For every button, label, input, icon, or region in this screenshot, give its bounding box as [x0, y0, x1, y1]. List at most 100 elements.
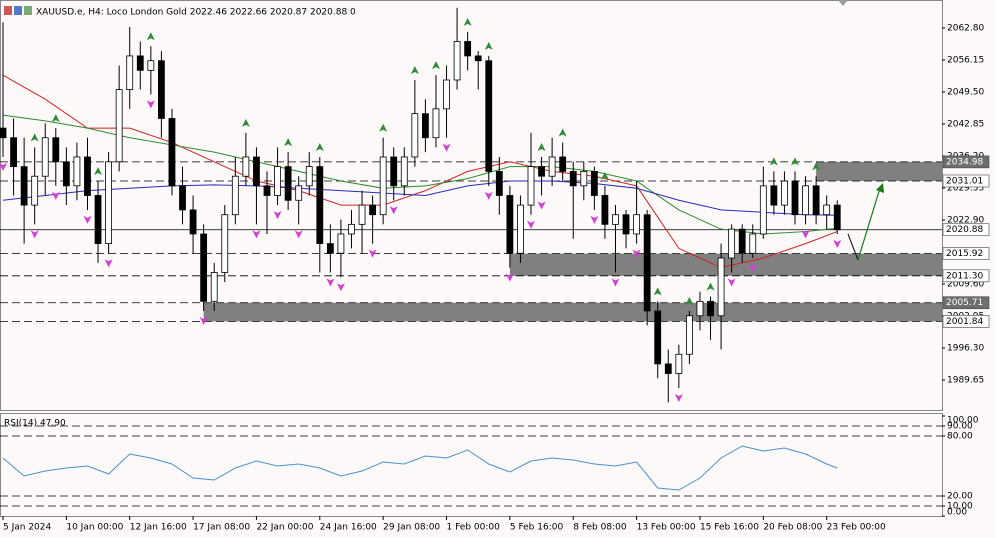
candle-body: [717, 257, 725, 317]
forecast-line: [847, 233, 859, 261]
candle-body: [326, 243, 334, 254]
candle-body: [411, 113, 419, 158]
candle-body: [231, 175, 239, 216]
rsi-panel: [0, 413, 943, 517]
candle-body: [453, 41, 461, 81]
rsi-tick-label: 20.00: [947, 492, 973, 502]
candle-body: [20, 166, 28, 206]
candle-body: [316, 166, 324, 244]
candle-body: [348, 223, 355, 235]
candle-body: [548, 156, 556, 177]
icon: [24, 6, 32, 15]
level-label-box: [942, 315, 990, 328]
candle-body: [707, 300, 714, 317]
fractal-up: [30, 133, 39, 142]
candle-body: [781, 180, 788, 206]
candle-body: [833, 204, 841, 231]
moving-average: [2, 180, 838, 216]
candle-body: [432, 108, 440, 139]
candle-body: [41, 137, 49, 177]
fractal-up: [769, 157, 778, 166]
level-label-box: [942, 155, 990, 169]
fractal-up: [241, 118, 250, 127]
candle-body: [506, 195, 514, 254]
fractal-down: [632, 249, 641, 258]
y-tick-label: 2049.50: [947, 88, 984, 98]
moving-average: [2, 74, 838, 269]
candle-body: [664, 363, 672, 374]
fractal-up: [791, 157, 799, 166]
candle-body: [485, 60, 493, 172]
x-tick-label: 17 Jan 08:00: [193, 523, 250, 533]
fractal-down: [104, 259, 113, 268]
candle-body: [126, 55, 134, 91]
candle-body: [791, 180, 799, 216]
candle-body: [622, 214, 630, 235]
fractal-up: [706, 282, 715, 291]
candle-body: [31, 175, 39, 206]
fractal-up: [146, 32, 155, 41]
candle-body: [52, 137, 60, 163]
forecast-arrow-head: [876, 183, 884, 193]
fractal-down: [252, 230, 261, 239]
level-label: 2015.92: [946, 249, 983, 259]
candle-body: [633, 214, 640, 235]
rsi-title: RSI(14) 47.90: [4, 419, 66, 429]
candle-body: [105, 161, 112, 244]
y-tick-label: 2056.15: [947, 56, 984, 66]
candle-body: [590, 171, 598, 196]
candle-body: [295, 185, 303, 201]
y-tick-label: 2009.60: [947, 280, 984, 290]
fractal-up: [94, 167, 103, 176]
candle-body: [580, 171, 588, 187]
candle-body: [728, 228, 736, 259]
fractal-up: [51, 114, 60, 123]
fractal-up: [685, 296, 694, 305]
icon: [14, 6, 22, 15]
fractal-down: [748, 264, 757, 273]
rsi-tick-label: 90.00: [947, 422, 973, 432]
rsi-tick-label: 10.00: [947, 502, 973, 512]
icon: [4, 6, 12, 15]
zone: [816, 161, 942, 181]
candle-body: [390, 156, 398, 187]
level-label: 2034.98: [946, 157, 983, 167]
candle-body: [168, 118, 176, 187]
fractal-down: [484, 191, 493, 200]
fractal-down: [801, 230, 810, 239]
main-panel: [0, 0, 943, 411]
candle-body: [274, 166, 281, 196]
candle-body: [115, 89, 123, 163]
candle-body: [400, 156, 408, 187]
candle-body: [62, 161, 70, 187]
candle-body: [337, 233, 345, 254]
fractal-up: [379, 123, 388, 132]
fractal-down: [0, 162, 7, 171]
y-tick-label: 2022.90: [947, 216, 984, 226]
fractal-up: [812, 162, 821, 171]
rsi-tick-label: 80.00: [947, 432, 973, 442]
fractal-down: [727, 278, 736, 287]
candle-body: [369, 204, 377, 216]
fractal-down: [83, 215, 92, 224]
candle-body: [221, 214, 229, 273]
candle-body: [284, 166, 292, 201]
rsi-tick-label: 100.00: [947, 416, 979, 426]
candle-body: [696, 300, 704, 317]
candle-body: [147, 60, 155, 71]
forecast-arrow: [857, 187, 881, 261]
candle-body: [749, 233, 757, 254]
candle-body: [358, 204, 366, 225]
plot-layer: 2062.802056.152049.502042.852036.202029.…: [0, 7, 990, 533]
x-tick-label: 5 Feb 16:00: [510, 523, 564, 533]
rsi-line: [2, 445, 838, 491]
candle-body: [474, 55, 482, 62]
level-label: 2005.71: [946, 298, 983, 308]
y-tick-label: 2062.80: [947, 24, 984, 34]
candle-body: [200, 233, 208, 302]
level-label-box: [942, 174, 990, 188]
y-tick-label: 2042.85: [947, 120, 984, 130]
shift-marker: [838, 0, 848, 6]
candle-body: [210, 272, 218, 302]
